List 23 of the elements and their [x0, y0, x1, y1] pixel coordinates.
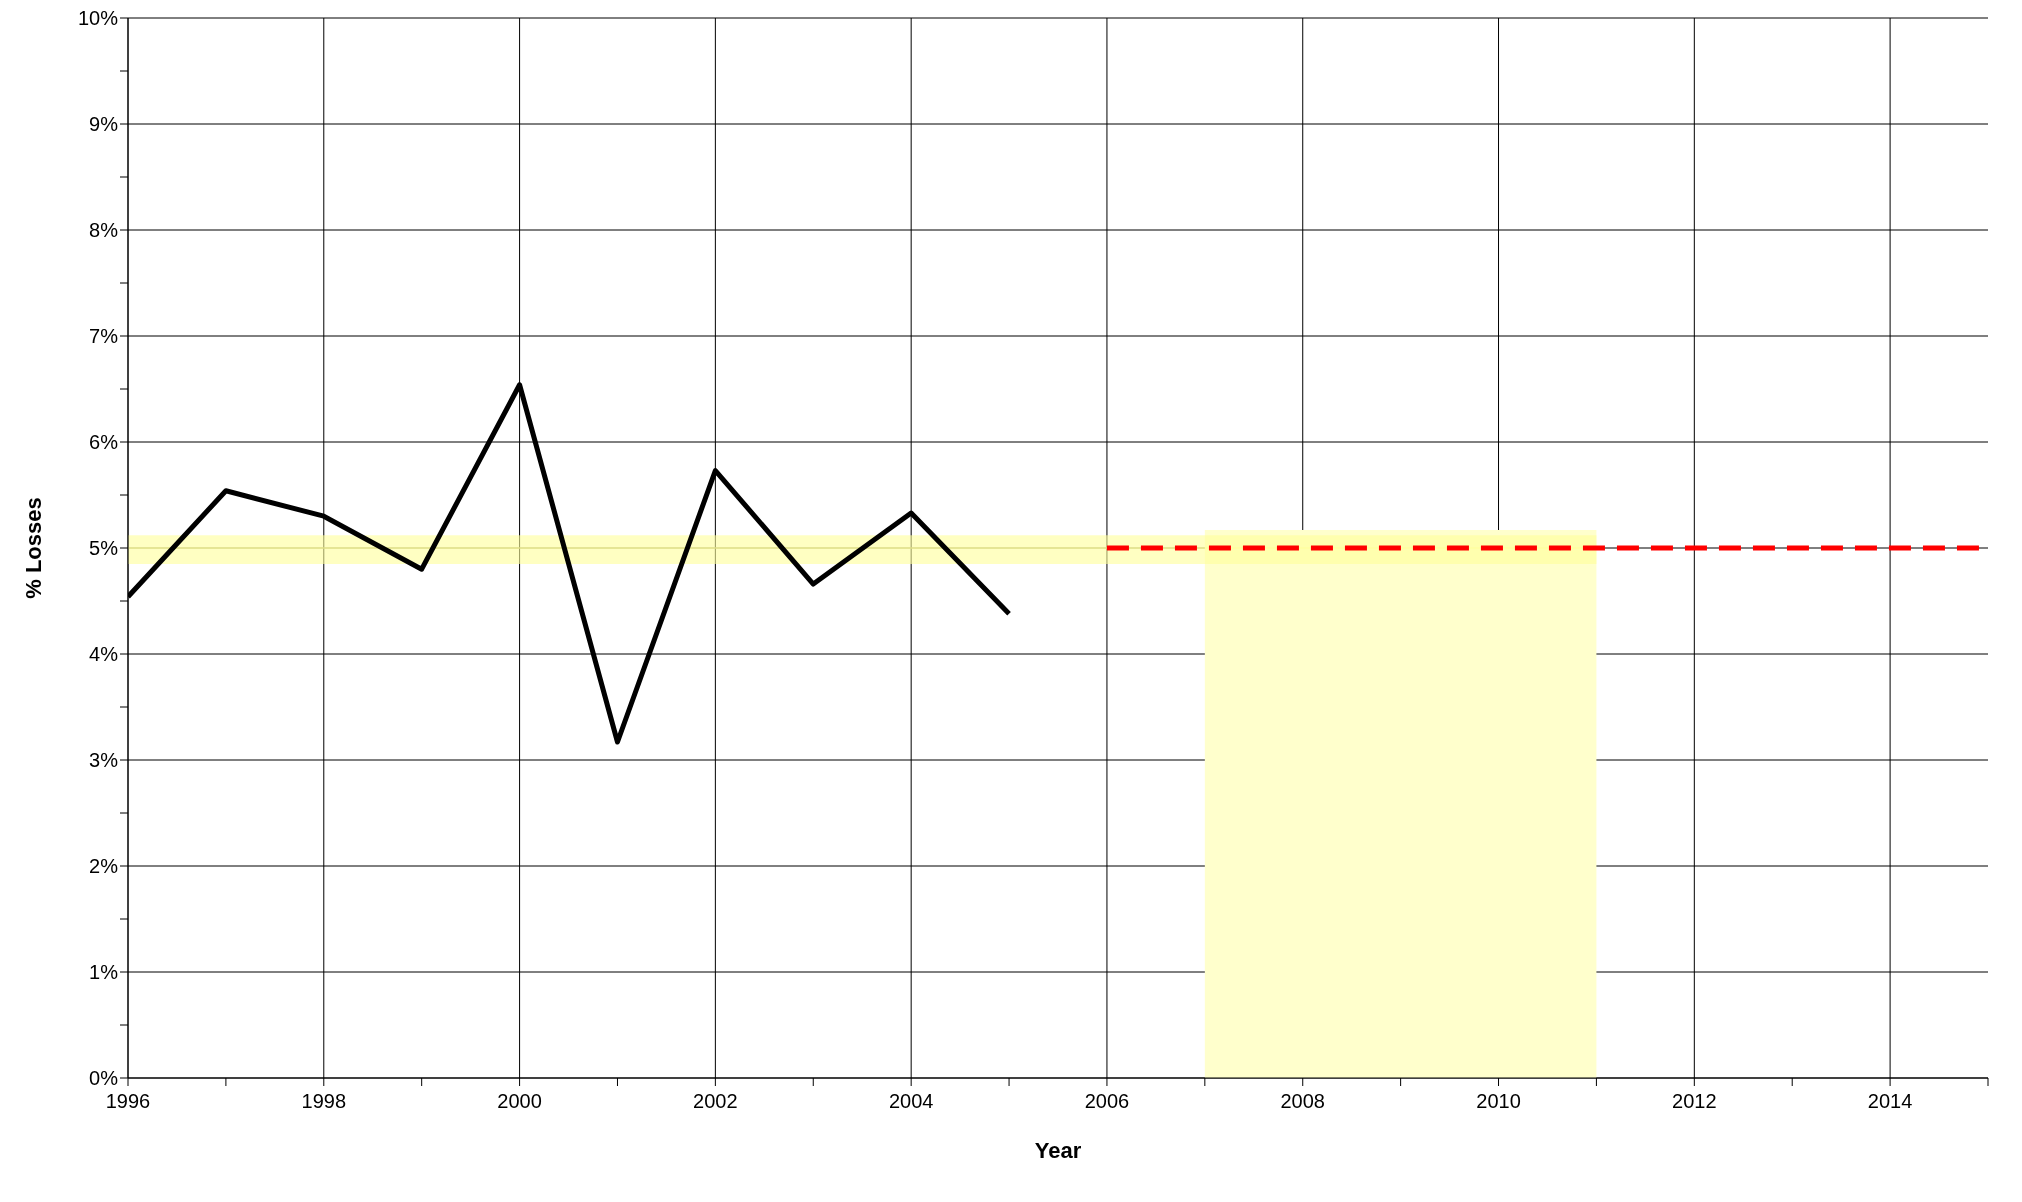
- x-tick-label: 2014: [1867, 1090, 1913, 1113]
- x-tick-label: 2004: [888, 1090, 934, 1113]
- y-tick-label: 5%: [89, 537, 119, 560]
- x-tick-label: 2006: [1084, 1090, 1130, 1113]
- y-tick-label: 0%: [89, 1067, 119, 1090]
- x-tick-label: 2012: [1672, 1090, 1717, 1113]
- y-tick-label: 8%: [89, 219, 119, 242]
- y-tick-label: 9%: [89, 113, 119, 136]
- y-tick-label: 6%: [89, 431, 119, 454]
- x-tick-label: 2000: [497, 1090, 542, 1113]
- y-tick-label: 7%: [89, 325, 119, 348]
- x-tick-label: 1996: [105, 1090, 151, 1113]
- x-tick-label: 2002: [693, 1090, 738, 1113]
- y-tick-label: 10%: [77, 7, 119, 30]
- y-tick-label: 1%: [89, 961, 119, 984]
- x-tick-label: 1998: [301, 1090, 347, 1113]
- y-tick-label: 4%: [89, 643, 119, 666]
- y-tick-label: 2%: [89, 855, 119, 878]
- x-tick-label: 2008: [1280, 1090, 1325, 1113]
- x-axis-title: Year: [1034, 1138, 1082, 1163]
- y-axis-title: % Losses: [20, 497, 46, 599]
- y-tick-label: 3%: [89, 749, 119, 772]
- x-tick-label: 2010: [1476, 1090, 1521, 1113]
